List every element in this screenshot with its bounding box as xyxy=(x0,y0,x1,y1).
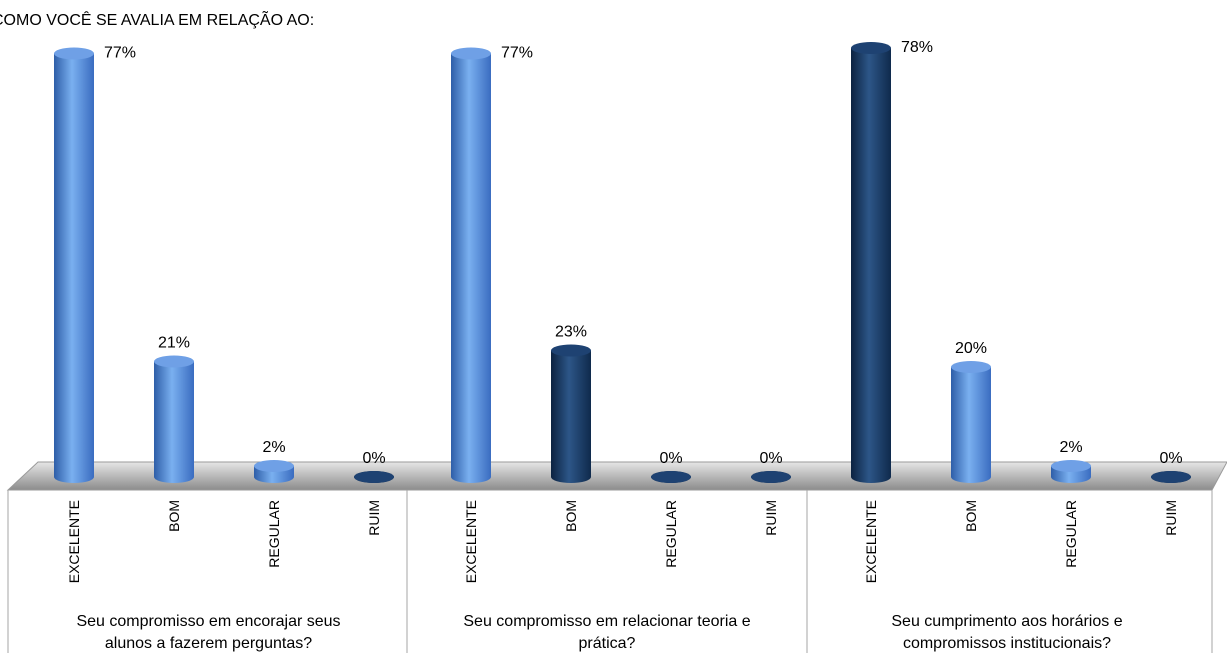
data-label: 2% xyxy=(262,439,285,456)
group-label: alunos a fazerem perguntas? xyxy=(105,635,312,652)
bar-top xyxy=(54,47,94,60)
category-label: BOM xyxy=(166,500,182,532)
category-label: BOM xyxy=(563,500,579,532)
bar-top xyxy=(354,471,394,483)
bar-body xyxy=(54,53,94,483)
category-label: BOM xyxy=(963,500,979,532)
data-label: 20% xyxy=(955,340,987,357)
category-label: EXCELENTE xyxy=(66,500,82,583)
category-label: EXCELENTE xyxy=(863,500,879,583)
bar-body xyxy=(451,53,491,483)
category-label: REGULAR xyxy=(663,500,679,568)
bar-top xyxy=(254,460,294,472)
category-label: REGULAR xyxy=(266,500,282,568)
bar-body xyxy=(851,48,891,483)
data-label: 21% xyxy=(158,335,190,352)
group-label: Seu cumprimento aos horários e xyxy=(891,613,1122,630)
bar-body xyxy=(951,367,991,483)
bar-top xyxy=(851,42,891,54)
bar-top xyxy=(154,355,194,368)
group-label: prática? xyxy=(579,635,636,652)
bar-top xyxy=(951,361,991,373)
group-label: Seu compromisso em relacionar teoria e xyxy=(463,613,750,630)
bar-body xyxy=(154,361,194,483)
bar-top xyxy=(1151,471,1191,483)
category-label: RUIM xyxy=(763,500,779,536)
data-label: 0% xyxy=(659,450,682,467)
data-label: 23% xyxy=(555,324,587,341)
bar-top xyxy=(651,471,691,483)
category-label: REGULAR xyxy=(1063,500,1079,568)
data-label: 0% xyxy=(362,450,385,467)
category-label: RUIM xyxy=(366,500,382,536)
data-label: 2% xyxy=(1059,439,1082,456)
data-label: 0% xyxy=(1159,450,1182,467)
data-label: 77% xyxy=(501,45,533,62)
group-label: Seu compromisso em encorajar seus xyxy=(76,613,340,630)
category-label: EXCELENTE xyxy=(463,500,479,583)
data-label: 77% xyxy=(104,45,136,62)
bar-top xyxy=(451,47,491,60)
data-label: 0% xyxy=(759,450,782,467)
bar-top xyxy=(1051,460,1091,472)
group-label: compromissos institucionais? xyxy=(903,635,1111,652)
bar-top xyxy=(751,471,791,483)
bar-body xyxy=(551,350,591,483)
bar-top xyxy=(551,344,591,357)
data-label: 78% xyxy=(901,39,933,56)
chart-title: COMO VOCÊ SE AVALIA EM RELAÇÃO AO: xyxy=(0,12,315,29)
category-label: RUIM xyxy=(1163,500,1179,536)
